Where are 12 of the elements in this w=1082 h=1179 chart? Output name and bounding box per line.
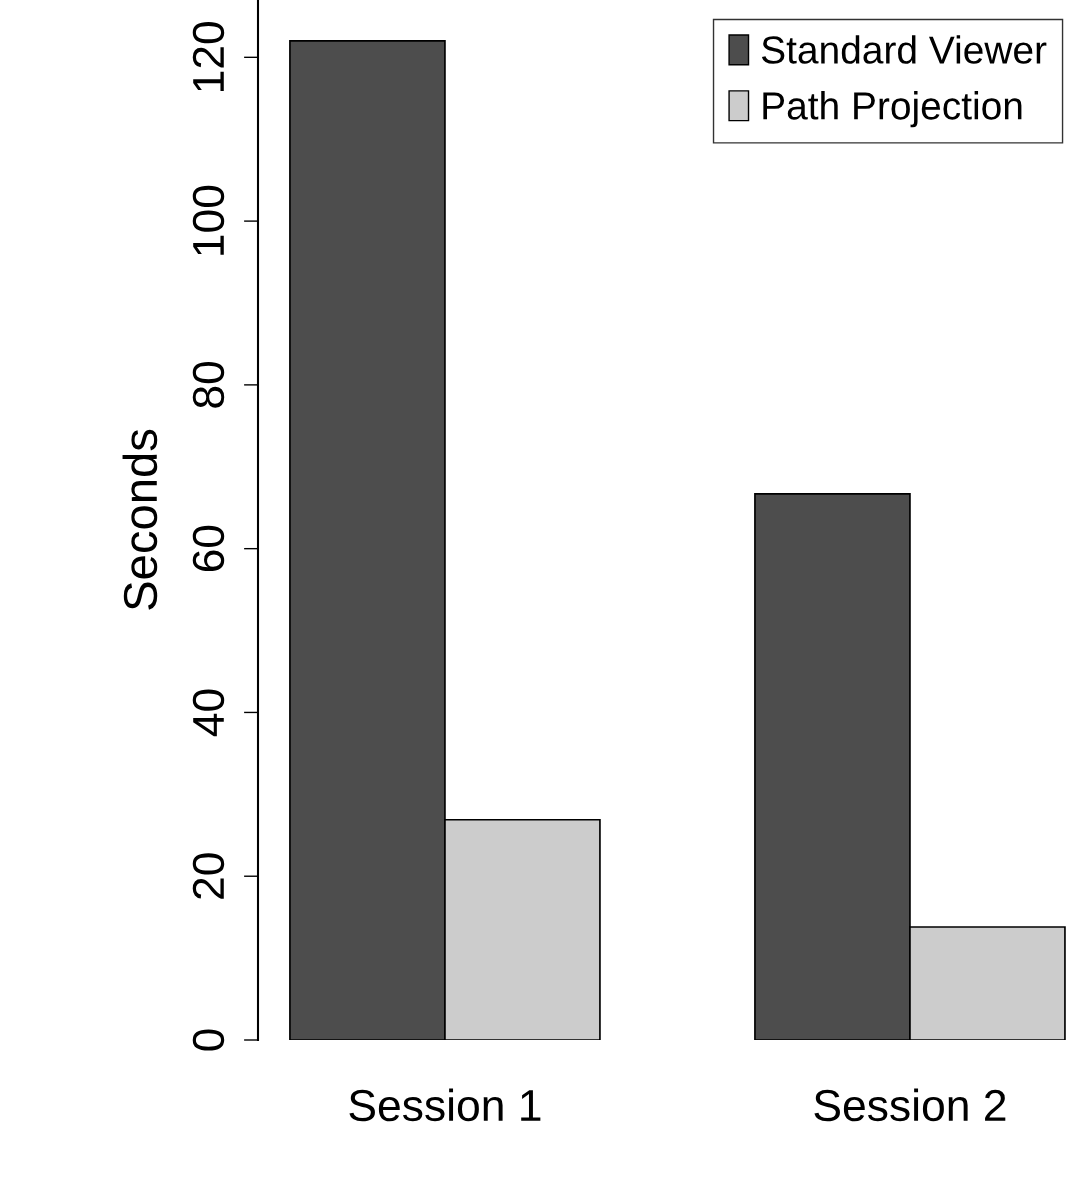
y-tick-label: 120 — [192, 21, 225, 92]
y-tick-label: 40 — [192, 689, 225, 737]
x-tick-label: Session 2 — [814, 1088, 1006, 1122]
y-tick-label: 80 — [192, 361, 225, 408]
y-axis-title: Seconds — [122, 429, 158, 610]
y-tick-label: 60 — [192, 525, 225, 572]
legend-label: Path Projection — [763, 91, 1022, 128]
legend-label: Standard Viewer — [761, 35, 1047, 64]
x-tick-label: Session 1 — [349, 1088, 541, 1122]
y-tick-label: 100 — [192, 185, 225, 255]
y-tick-label: 0 — [192, 1029, 225, 1051]
y-tick-label: 20 — [192, 853, 225, 899]
